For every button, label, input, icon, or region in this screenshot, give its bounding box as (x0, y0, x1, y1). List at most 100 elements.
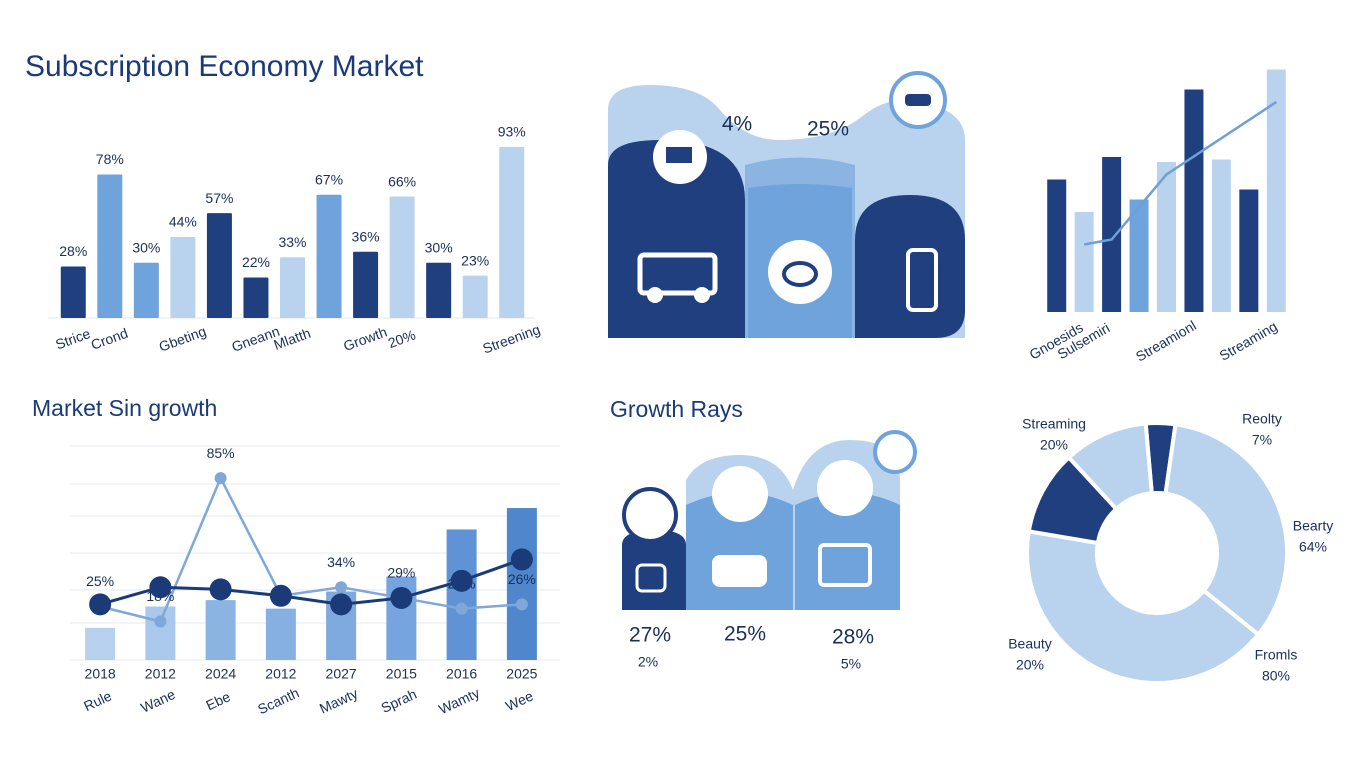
x-tick-label: 2024 (205, 666, 236, 682)
value-label: 85% (207, 445, 235, 461)
bar (265, 608, 296, 660)
icon-wheel (694, 287, 710, 303)
value-label: 26% (508, 571, 536, 587)
x-tick-label: 2016 (446, 666, 477, 682)
value-label: 30% (132, 240, 160, 256)
bar (506, 508, 537, 660)
value-label: 28% (59, 243, 87, 259)
marker (335, 581, 348, 594)
segment-value: 20% (1016, 657, 1044, 673)
segment-value: 64% (1299, 539, 1327, 555)
value-label: 67% (315, 171, 343, 187)
value-label: 78% (96, 151, 124, 167)
line (1083, 100, 1277, 246)
bar (499, 146, 525, 318)
marker (510, 548, 533, 571)
segment-label: Bearty (1293, 518, 1333, 534)
marker (149, 576, 172, 599)
value-label: 25% (86, 573, 114, 589)
bar (1074, 212, 1094, 312)
bar (145, 606, 176, 660)
donut-segment (1066, 421, 1154, 512)
chart-title: Subscription Economy Market (25, 50, 424, 83)
illustration-bottom: Growth Rays 27% 2% 25% 28% 5% (610, 396, 917, 672)
bar (1266, 69, 1286, 312)
chart-title: Market Sin growth (32, 395, 217, 421)
icon-wheel (647, 287, 663, 303)
icon-part (666, 147, 692, 163)
marker (269, 584, 292, 607)
x-tick-label: 2015 (386, 666, 417, 682)
segment-label: Fromls (1255, 647, 1298, 663)
illustration-label: 4% (722, 113, 752, 136)
bar (1211, 159, 1231, 312)
x-tick-label: 2025 (506, 666, 537, 682)
section-title: Growth Rays (610, 396, 743, 422)
illustration-label: 25% (807, 118, 849, 141)
background-rules (70, 445, 560, 661)
marker (330, 593, 353, 616)
icon-box (768, 240, 832, 304)
marker (390, 586, 413, 609)
illustration-top: 4% 25% (608, 71, 965, 338)
illustration-label: 2% (638, 654, 658, 670)
bar (280, 257, 305, 318)
bar (85, 627, 116, 660)
marker (209, 578, 232, 601)
icon-bag (712, 555, 767, 587)
marker (154, 615, 167, 628)
bar (426, 262, 452, 318)
icon-badge (873, 430, 917, 474)
illustration-label: 25% (724, 623, 766, 646)
icon-pie (622, 487, 678, 543)
icon-bag (635, 563, 667, 593)
x-tick-label: 2012 (145, 666, 176, 682)
bar (1129, 199, 1149, 312)
segment-label: Reolty (1242, 411, 1282, 427)
donut-segment (1163, 422, 1289, 638)
marker (515, 598, 528, 611)
value-label: 57% (205, 190, 233, 206)
marker (455, 602, 468, 615)
bar (205, 600, 236, 660)
icon-gear (712, 466, 768, 522)
bar (170, 237, 196, 318)
illustration-label: 28% (832, 626, 874, 649)
bar (353, 251, 379, 318)
x-tick-label: 2012 (265, 666, 296, 682)
value-label: 36% (352, 228, 380, 244)
bar (1047, 179, 1067, 312)
icon-bottle (817, 460, 873, 516)
donut-segment (1025, 528, 1262, 685)
line (99, 475, 522, 623)
icon-envelope (818, 543, 872, 587)
bar (97, 174, 123, 318)
value-label: 29% (387, 565, 415, 581)
illustration-label: 27% (629, 624, 671, 647)
value-label: 33% (278, 234, 306, 250)
icon-part (782, 261, 818, 287)
segment-label: Streaming (1022, 416, 1086, 432)
icon-phone (906, 248, 938, 312)
value-label: 44% (169, 214, 197, 230)
bar (389, 196, 415, 318)
value-label: 66% (388, 173, 416, 189)
marker (214, 472, 227, 485)
value-label: 22% (242, 254, 270, 270)
bar (1184, 89, 1204, 312)
bar (206, 213, 232, 318)
bar (1157, 162, 1176, 312)
marker (450, 569, 473, 592)
value-label: 34% (327, 554, 355, 570)
bar (446, 529, 477, 660)
segment-label: Beauty (1008, 636, 1052, 652)
value-label: 93% (498, 124, 526, 140)
segment-value: 7% (1252, 432, 1272, 448)
bar (462, 275, 488, 318)
icon-part (905, 94, 931, 106)
bar (60, 266, 86, 318)
bar (133, 262, 159, 318)
illustration-label: 5% (841, 656, 861, 672)
value-label: 30% (425, 240, 453, 256)
